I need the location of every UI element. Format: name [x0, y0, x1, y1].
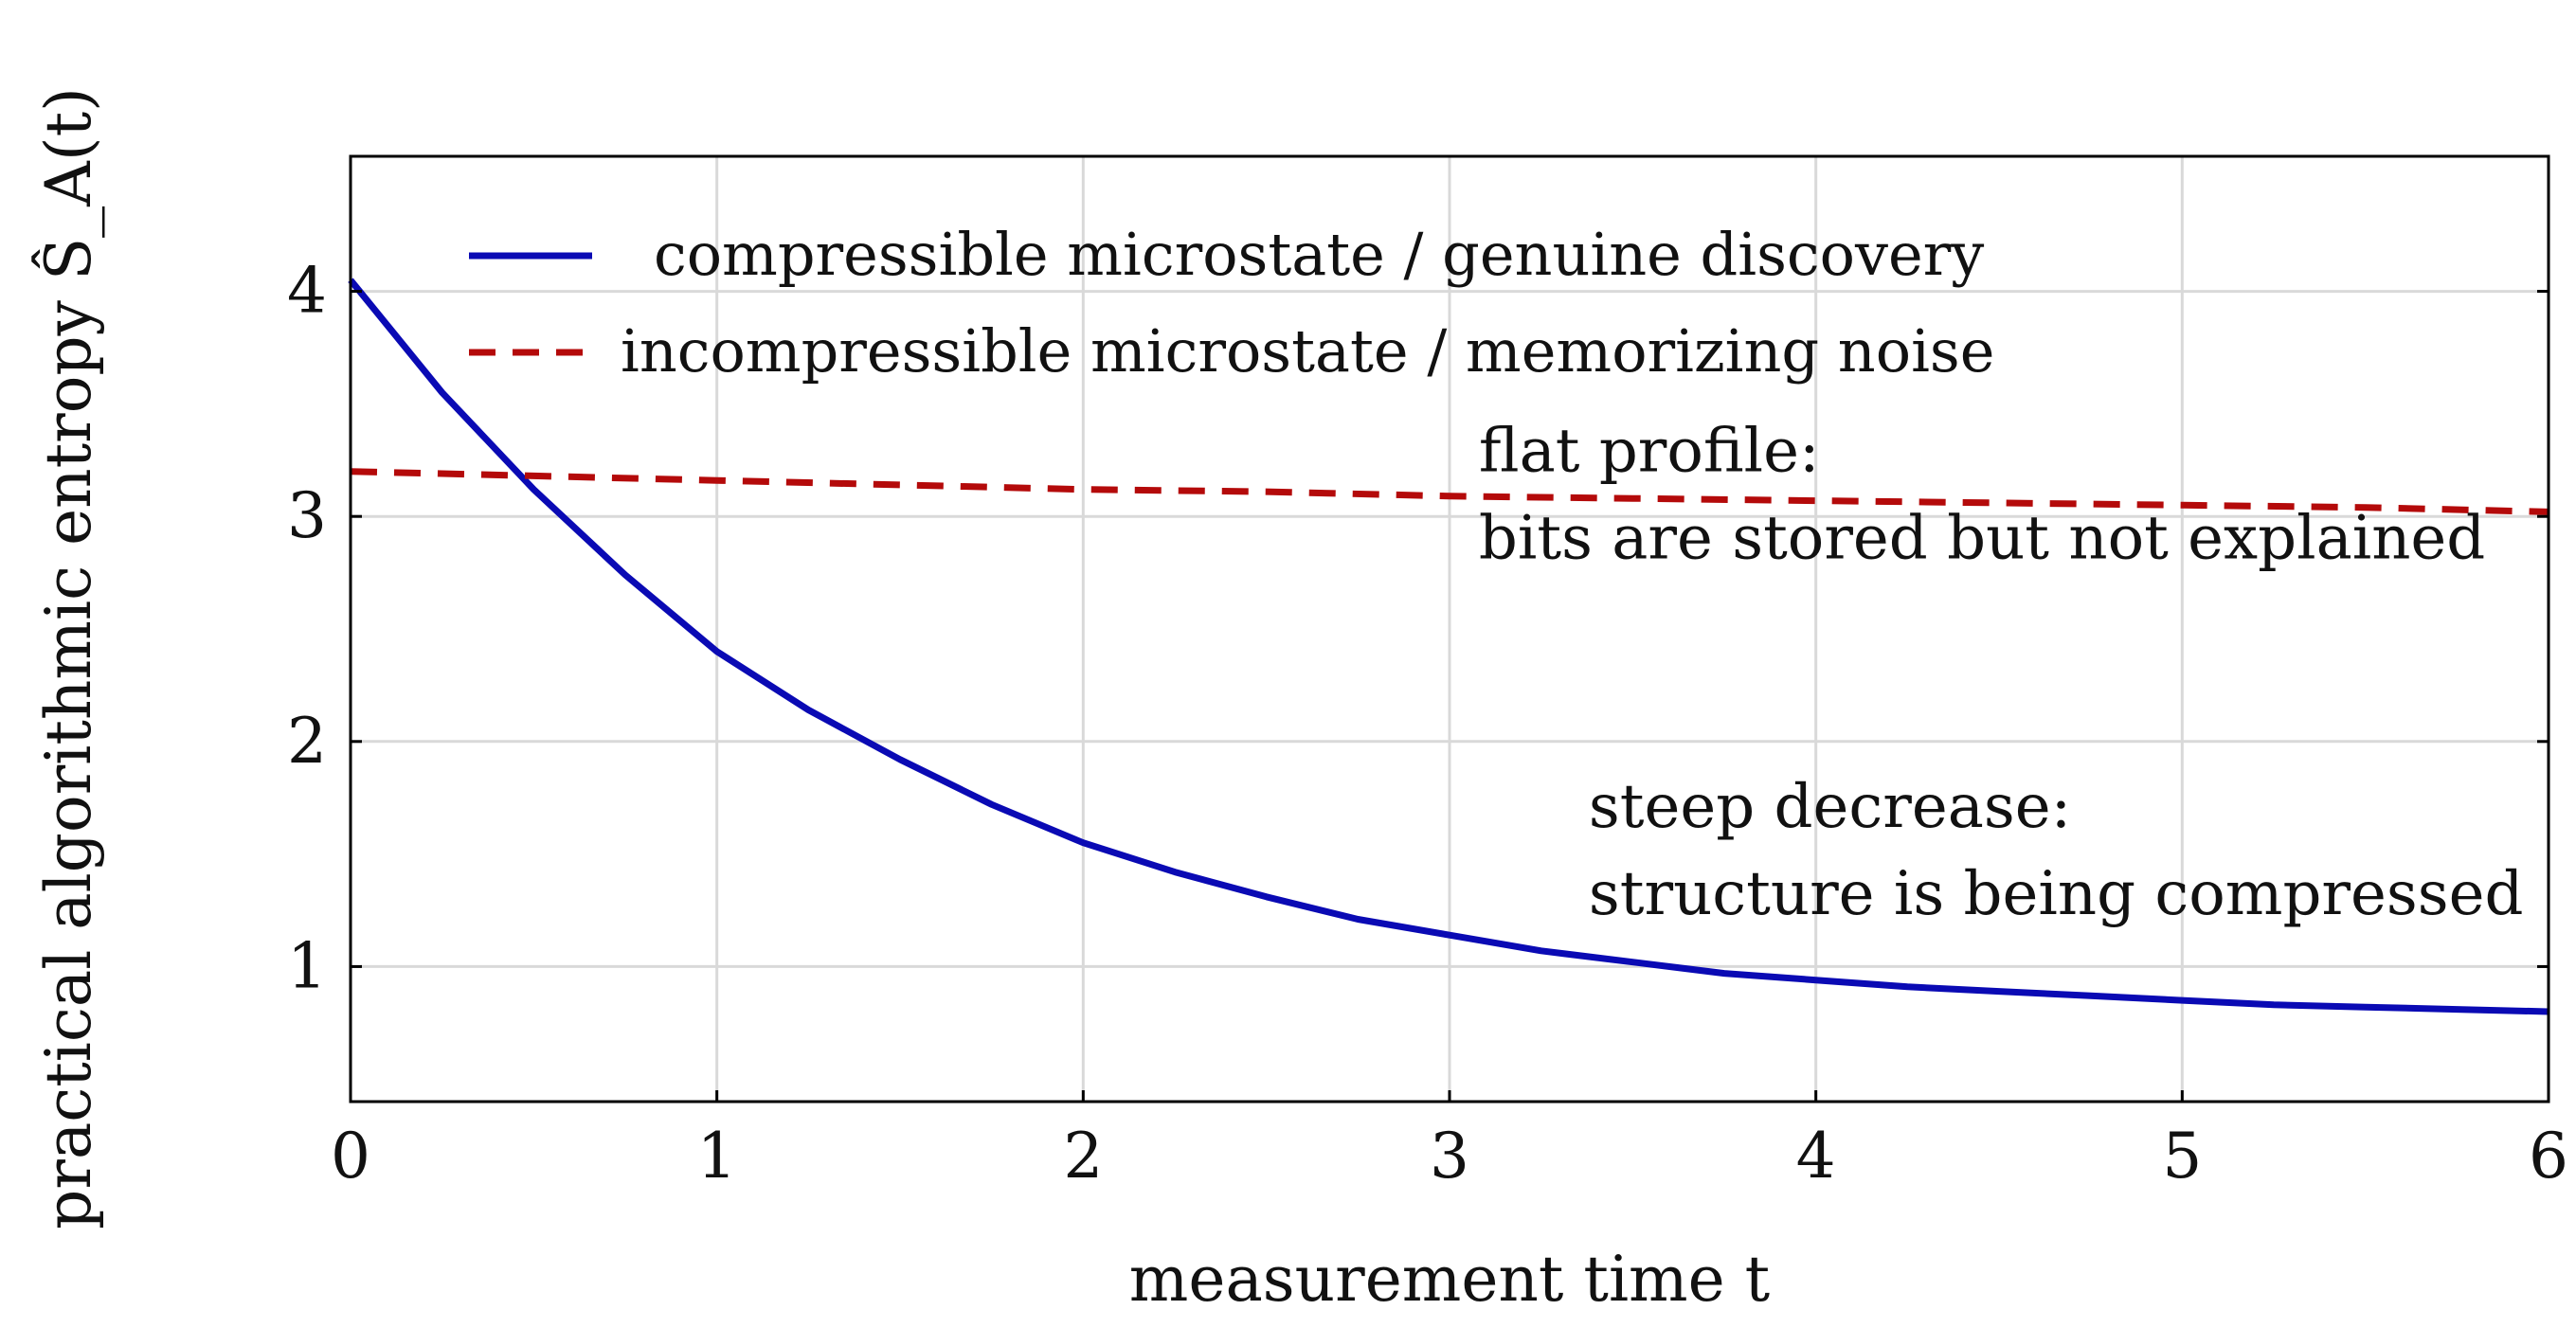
y-tick-label: 1 [287, 929, 327, 1002]
legend-entry-label: compressible microstate / genuine discov… [654, 220, 1984, 289]
noise-series-line [350, 468, 2549, 515]
annotation-line: structure is being compressed [1589, 859, 2524, 929]
x-tick-label: 4 [1796, 1120, 1836, 1193]
series-group [348, 278, 2549, 1015]
x-tick-label: 2 [1063, 1120, 1103, 1193]
grid [351, 156, 2549, 1102]
y-axis-label: practical algorithmic entropy Ŝ_A(t) [31, 87, 105, 1229]
annotations: flat profile: bits are stored but not exp… [1479, 417, 2524, 929]
x-tick-label: 5 [2162, 1120, 2202, 1193]
legend-entry-label: incompressible microstate / memorizing n… [621, 316, 1994, 386]
x-tick-label: 1 [697, 1120, 737, 1193]
annotation-line: bits are stored but not explained [1479, 504, 2485, 574]
y-tick-label: 2 [287, 705, 327, 778]
x-tick-label: 3 [1430, 1120, 1469, 1193]
y-tick-label: 4 [287, 255, 327, 328]
discovery-series-line [348, 278, 2549, 1015]
x-tick-label: 0 [331, 1120, 370, 1193]
x-axis-label: measurement time t [1129, 1243, 1770, 1316]
x-tick-label: 6 [2529, 1120, 2568, 1193]
legend: compressible microstate / genuine discov… [469, 220, 1994, 386]
annotation-line: flat profile: [1479, 417, 1820, 487]
tick-labels: 0 1 2 3 4 5 6 1 2 3 4 [287, 255, 2568, 1193]
y-tick-label: 3 [287, 479, 327, 552]
annotation-line: steep decrease: [1589, 772, 2071, 842]
